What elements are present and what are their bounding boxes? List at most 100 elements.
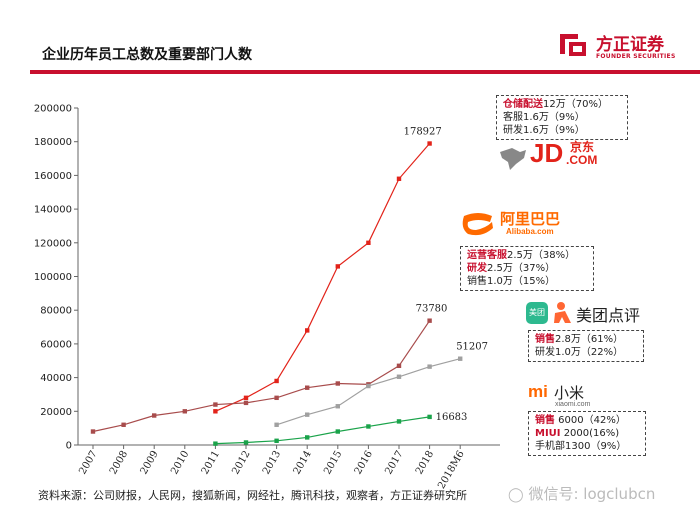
alibaba-end-label: 73780 xyxy=(416,304,448,315)
y-tick-label: 100000 xyxy=(34,272,72,283)
meituan-note-line: 销售2.8万（61%） xyxy=(535,334,624,345)
jd-data-point xyxy=(396,176,402,181)
xiaomi-logo: mi 小米 xiaomi.com xyxy=(528,382,618,410)
alibaba-note-line: 研发2.5万（37%） xyxy=(467,263,556,274)
xiaomi-data-point xyxy=(243,440,249,445)
y-tick-label: 160000 xyxy=(34,171,72,182)
jd-data-point xyxy=(335,264,340,269)
jd-data-point xyxy=(366,240,371,245)
xiaomi-data-point xyxy=(427,414,432,420)
alibaba-note: 运营客服2.5万（38%） 研发2.5万（37%） 销售1.0万（15%） xyxy=(460,246,594,291)
y-tick-label: 0 xyxy=(66,441,72,452)
xiaomi-cn: 小米 xyxy=(554,384,585,402)
jd-note-line: 仓储配送12万（70%） xyxy=(503,99,608,110)
wechat-id: 微信号: logclubcn xyxy=(528,485,656,503)
alibaba-data-point xyxy=(90,429,96,434)
xiaomi-data-point xyxy=(213,441,218,446)
xiaomi-note-line: 手机部1300（9%） xyxy=(535,441,627,452)
x-tick-label: 2016 xyxy=(353,449,375,477)
jd-note-line: 客服1.6万（9%） xyxy=(503,112,585,123)
jd-text: JD xyxy=(530,138,564,168)
xiaomi-series-line xyxy=(215,416,430,445)
alibaba-data-point xyxy=(121,422,126,427)
xiaomi-en: xiaomi.com xyxy=(555,401,591,408)
meituan-data-point xyxy=(335,404,340,409)
meituan-app-icon: 美团 xyxy=(526,302,548,324)
y-tick-label: 200000 xyxy=(34,104,72,115)
jd-logo: JD 京东 .COM xyxy=(498,138,608,174)
alibaba-data-point xyxy=(305,385,310,390)
jd-dog-icon xyxy=(500,148,526,170)
alibaba-data-point xyxy=(152,413,157,418)
alibaba-note-line: 销售1.0万（15%） xyxy=(467,276,556,287)
x-tick-label: 2014 xyxy=(292,449,314,477)
meituan-data-point xyxy=(427,364,432,369)
xiaomi-data-point xyxy=(396,419,402,424)
founder-logo: 方正证券 FOUNDER SECURITIES xyxy=(558,30,688,60)
jd-data-point xyxy=(243,395,249,401)
y-tick-label: 140000 xyxy=(34,205,72,216)
alibaba-smile-icon xyxy=(462,213,493,236)
dianping-icon xyxy=(554,302,571,323)
xiaomi-note-line: MIUI 2000(16%) xyxy=(535,428,620,439)
x-tick-label: 2008 xyxy=(108,449,130,477)
xiaomi-note: 销售 6000（42%） MIUI 2000(16%) 手机部1300（9%） xyxy=(528,411,646,456)
alibaba-note-line: 运营客服2.5万（38%） xyxy=(467,250,576,261)
alibaba-en: Alibaba.com xyxy=(506,227,554,236)
x-tick-label: 2015 xyxy=(322,449,344,477)
x-tick-label: 2018 xyxy=(414,449,436,477)
jd-data-point xyxy=(427,141,432,146)
chart-series: 178927 73780 51207 16683 xyxy=(90,127,488,446)
meituan-logo: 美团 美团点评 xyxy=(526,300,676,328)
meituan-series-line xyxy=(276,358,461,426)
xiaomi-data-point xyxy=(305,435,310,440)
alibaba-data-point xyxy=(335,381,340,386)
logo-name-en: FOUNDER SECURITIES xyxy=(596,53,676,60)
x-tick-label: 2017 xyxy=(383,449,405,477)
founder-logo-icon xyxy=(560,34,586,56)
y-tick-label: 80000 xyxy=(40,306,72,317)
meituan-data-point xyxy=(458,356,463,361)
alibaba-data-point xyxy=(396,363,402,369)
alibaba-cn: 阿里巴巴 xyxy=(500,210,561,228)
jd-note: 仓储配送12万（70%） 客服1.6万（9%） 研发1.6万（9%） xyxy=(496,95,628,140)
xiaomi-data-point xyxy=(366,424,371,429)
jd-note-line: 研发1.6万（9%） xyxy=(503,125,585,136)
jd-end-label: 178927 xyxy=(404,127,442,138)
xiaomi-data-point xyxy=(274,438,279,443)
x-tick-label: 2018M6 xyxy=(436,449,467,491)
x-tick-label: 2009 xyxy=(139,449,161,477)
alibaba-data-point xyxy=(213,402,218,407)
xiaomi-end-label: 16683 xyxy=(436,412,468,423)
wechat-icon: ◯ xyxy=(508,487,524,503)
y-tick-label: 40000 xyxy=(40,373,72,384)
xiaomi-mi-mark: mi xyxy=(528,382,548,401)
meituan-data-point xyxy=(274,422,279,427)
meituan-note: 销售2.8万（61%） 研发1.0万（22%） xyxy=(528,330,644,362)
x-tick-label: 2011 xyxy=(200,449,222,477)
y-tick-label: 180000 xyxy=(34,137,72,148)
x-tick-label: 2010 xyxy=(169,449,191,477)
alibaba-logo: 阿里巴巴 Alibaba.com xyxy=(460,208,590,240)
meituan-data-point xyxy=(305,412,310,417)
alibaba-data-point xyxy=(243,400,249,406)
logo-name-cn: 方正证券 xyxy=(596,35,664,55)
jd-data-point xyxy=(274,378,279,384)
source-note: 资料来源：公司财报，人民网，搜狐新闻，网经社，腾讯科技，观察者，方正证券研究所 xyxy=(38,489,467,502)
y-tick-label: 120000 xyxy=(34,238,72,249)
alibaba-data-point xyxy=(427,318,432,323)
xiaomi-data-point xyxy=(335,429,340,434)
x-tick-label: 2007 xyxy=(77,449,99,477)
meituan-end-label: 51207 xyxy=(456,342,488,353)
jd-com: .COM xyxy=(566,153,598,167)
x-tick-label: 2013 xyxy=(261,449,283,477)
wechat-watermark: ◯ 微信号: logclubcn xyxy=(508,483,655,504)
meituan-data-point xyxy=(366,383,371,389)
header-rule xyxy=(30,70,700,74)
page-title: 企业历年员工总数及重要部门人数 xyxy=(42,47,252,63)
alibaba-series-line xyxy=(92,320,431,433)
meituan-cn: 美团点评 xyxy=(576,306,641,325)
meituan-note-line: 研发1.0万（22%） xyxy=(535,347,624,358)
x-tick-label: 2012 xyxy=(230,449,252,477)
y-tick-label: 60000 xyxy=(40,339,72,350)
